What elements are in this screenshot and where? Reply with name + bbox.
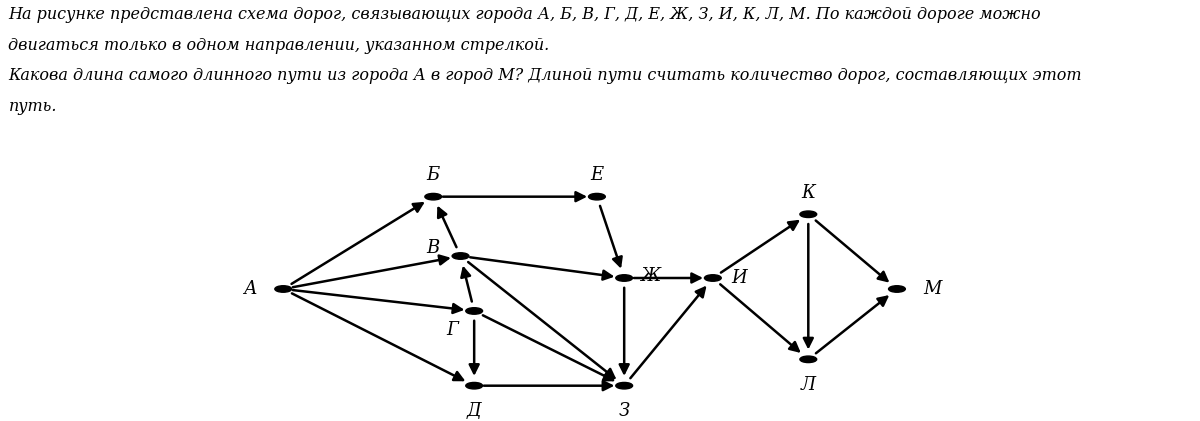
Text: Е: Е — [590, 166, 604, 184]
Text: Л: Л — [800, 376, 816, 394]
Text: Г: Г — [446, 321, 458, 339]
Circle shape — [800, 211, 817, 218]
Circle shape — [888, 286, 905, 292]
Circle shape — [466, 382, 482, 389]
Circle shape — [800, 356, 817, 362]
Text: И: И — [732, 269, 748, 287]
Text: М: М — [923, 280, 942, 298]
Circle shape — [466, 308, 482, 314]
Circle shape — [588, 193, 605, 200]
Circle shape — [704, 275, 721, 281]
Circle shape — [452, 253, 469, 259]
Text: Д: Д — [467, 402, 481, 420]
Text: Какова длина самого длинного пути из города А в город М? Длиной пути считать кол: Какова длина самого длинного пути из гор… — [8, 67, 1082, 84]
Text: Ж: Ж — [640, 267, 660, 285]
Circle shape — [616, 275, 632, 281]
Circle shape — [275, 286, 292, 292]
Text: Б: Б — [427, 166, 440, 184]
Text: двигаться только в одном направлении, указанном стрелкой.: двигаться только в одном направлении, ук… — [8, 37, 550, 53]
Circle shape — [616, 382, 632, 389]
Text: путь.: путь. — [8, 98, 56, 115]
Text: В: В — [426, 239, 439, 257]
Text: А: А — [244, 280, 257, 298]
Circle shape — [425, 193, 442, 200]
Text: К: К — [802, 184, 815, 202]
Text: На рисунке представлена схема дорог, связывающих города А, Б, В, Г, Д, Е, Ж, З, : На рисунке представлена схема дорог, свя… — [8, 6, 1042, 23]
Text: З: З — [618, 402, 630, 420]
